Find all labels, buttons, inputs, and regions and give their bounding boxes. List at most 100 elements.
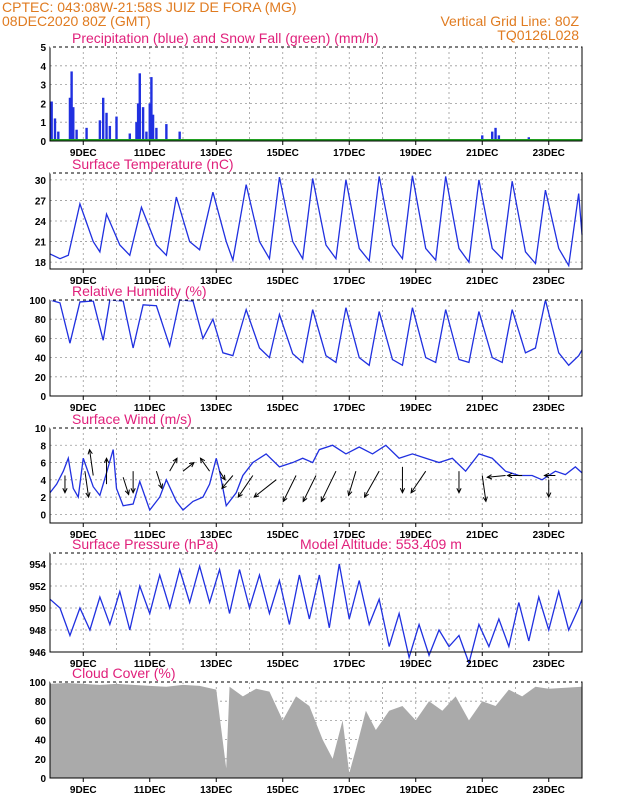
cloud-ytick: 80 bbox=[35, 697, 47, 708]
precip-bar bbox=[491, 131, 494, 141]
pressure-xtick: 15DEC bbox=[267, 659, 299, 670]
pressure-frame bbox=[49, 552, 583, 653]
pressure-xtick: 17DEC bbox=[333, 659, 365, 670]
wind-arrow-head bbox=[172, 457, 178, 464]
wind-ytick: 10 bbox=[35, 424, 47, 435]
temperature-line bbox=[49, 175, 583, 268]
precip-ytick: 4 bbox=[40, 62, 46, 73]
cloud-area bbox=[50, 682, 582, 778]
precip-bar bbox=[148, 103, 151, 141]
cloud-xtick: 15DEC bbox=[267, 785, 299, 796]
temperature-ytick: 24 bbox=[35, 217, 47, 228]
humidity-ytick: 60 bbox=[35, 334, 47, 345]
precip-xtick: 9DEC bbox=[70, 148, 97, 159]
cloud-ytick: 20 bbox=[35, 755, 47, 766]
wind-title: Surface Wind (m/s) bbox=[72, 411, 192, 427]
pressure-xtick: 19DEC bbox=[400, 659, 432, 670]
wind-arrow-head bbox=[482, 496, 488, 503]
precip-xtick: 17DEC bbox=[333, 148, 365, 159]
wind-xtick: 9DEC bbox=[70, 530, 97, 541]
humidity-xtick: 15DEC bbox=[267, 403, 299, 414]
temperature-ytick: 21 bbox=[35, 238, 47, 249]
cloud-ytick: 60 bbox=[35, 716, 47, 727]
humidity-ytick: 0 bbox=[40, 392, 46, 403]
wind-arrow-head bbox=[410, 487, 416, 494]
precip-bar bbox=[155, 127, 158, 141]
cloud-xtick: 11DEC bbox=[134, 785, 166, 796]
wind-arrow-head bbox=[237, 492, 243, 499]
temperature-xtick: 11DEC bbox=[134, 276, 166, 287]
wind-arrow-head bbox=[220, 474, 226, 481]
wind-arrow-head bbox=[221, 483, 227, 490]
precip-bar bbox=[136, 103, 140, 141]
wind-panel: Surface Wind (m/s) 0 2 4 6 8 10 9DEC 11DEC 13DEC 1… bbox=[35, 411, 583, 541]
wind-arrow bbox=[200, 457, 211, 472]
precip-bar bbox=[85, 127, 88, 141]
wind-ytick: 8 bbox=[40, 441, 46, 452]
precip-bar bbox=[102, 97, 105, 141]
pressure-ytick: 952 bbox=[29, 582, 46, 593]
temperature-panel: Surface Temperature (nC) 18 21 24 27 30 9DEC 11… bbox=[35, 156, 583, 287]
wind-arrow bbox=[253, 479, 277, 498]
wind-xtick: 17DEC bbox=[333, 530, 365, 541]
wind-arrow-head bbox=[399, 488, 406, 494]
humidity-ytick: 80 bbox=[35, 315, 47, 326]
humidity-xtick: 21DEC bbox=[466, 403, 498, 414]
precip-bar bbox=[115, 116, 118, 141]
wind-arrow bbox=[410, 470, 427, 494]
header-model: TQ0126L028 bbox=[497, 27, 579, 43]
pressure-ytick: 950 bbox=[29, 604, 46, 615]
precip-xtick: 21DEC bbox=[466, 148, 498, 159]
temperature-xtick: 13DEC bbox=[200, 276, 232, 287]
precip-bar bbox=[128, 133, 131, 141]
cloud-xtick: 23DEC bbox=[533, 785, 565, 796]
wind-arrow bbox=[481, 475, 487, 502]
humidity-xtick: 23DEC bbox=[533, 403, 565, 414]
wind-ytick: 2 bbox=[40, 493, 46, 504]
humidity-ytick: 100 bbox=[29, 296, 46, 307]
cloud-xtick: 21DEC bbox=[466, 785, 498, 796]
pressure-title: Surface Pressure (hPa) bbox=[72, 536, 218, 552]
pressure-ytick: 954 bbox=[29, 560, 46, 571]
wind-xtick: 23DEC bbox=[533, 530, 565, 541]
precip-xtick: 19DEC bbox=[400, 148, 432, 159]
temperature-xtick: 23DEC bbox=[533, 276, 565, 287]
precip-bar bbox=[135, 122, 138, 141]
wind-arrow bbox=[320, 470, 337, 502]
precip-bar bbox=[151, 114, 155, 141]
wind-arrow-head bbox=[130, 488, 136, 494]
precip-bar bbox=[145, 131, 148, 141]
cloud-xtick: 9DEC bbox=[70, 785, 97, 796]
precip-bar bbox=[178, 131, 181, 141]
wind-xtick: 13DEC bbox=[200, 530, 232, 541]
precip-bar bbox=[75, 129, 78, 141]
wind-line bbox=[49, 444, 583, 512]
temperature-title: Surface Temperature (nC) bbox=[72, 156, 234, 172]
humidity-xtick: 19DEC bbox=[400, 403, 432, 414]
cloud-ytick: 40 bbox=[35, 736, 47, 747]
cloud-ytick: 0 bbox=[40, 774, 46, 785]
wind-arrow-head bbox=[302, 496, 308, 503]
humidity-title: Relative Humidity (%) bbox=[72, 283, 207, 299]
precip-xtick: 15DEC bbox=[267, 148, 299, 159]
header-date: 08DEC2020 80Z (GMT) bbox=[2, 13, 151, 29]
wind-arrow-head bbox=[546, 492, 552, 499]
wind-arrow bbox=[182, 462, 195, 472]
precip-bar bbox=[57, 131, 60, 141]
humidity-ytick: 40 bbox=[35, 354, 47, 365]
wind-arrow-head bbox=[199, 457, 206, 464]
wind-arrow-head bbox=[87, 448, 93, 455]
wind-arrow bbox=[89, 449, 94, 476]
precip-bar bbox=[497, 135, 501, 141]
precip-xtick: 23DEC bbox=[533, 148, 565, 159]
wind-arrow-head bbox=[320, 496, 326, 503]
wind-arrow bbox=[169, 457, 178, 472]
wind-arrow bbox=[219, 470, 226, 481]
cloud-ytick: 100 bbox=[29, 678, 46, 689]
precip-xtick: 11DEC bbox=[134, 148, 166, 159]
header-location: CPTEC: 043:08W-21:58S JUIZ DE FORA (MG) bbox=[2, 0, 297, 15]
wind-xtick: 11DEC bbox=[134, 530, 166, 541]
precip-bar bbox=[72, 107, 75, 141]
precip-bar bbox=[50, 101, 53, 141]
